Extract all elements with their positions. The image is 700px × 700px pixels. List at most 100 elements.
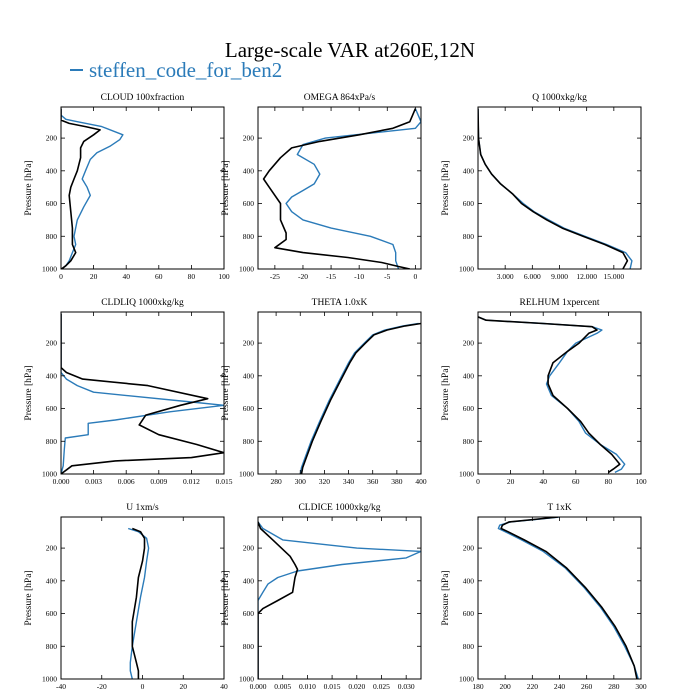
x-tick-label: 20 [180,682,188,691]
panel-title: T 1xK [547,503,572,513]
x-tick-label: 280 [270,477,282,486]
y-tick-label: 400 [46,371,58,380]
plot-frame [477,106,642,270]
x-tick-label: -5 [384,272,390,281]
reference-line [258,521,299,679]
figure-title: Large-scale VAR at260E,12N [224,38,476,62]
plot-frame [60,516,225,680]
x-tick-label: 340 [343,477,355,486]
y-tick-label: 1000 [239,470,254,479]
plot-frame [477,311,642,475]
y-tick-label: 600 [46,404,58,413]
x-tick-label: 60 [155,272,163,281]
plot-frame [477,516,642,680]
y-axis-label: Pressure [hPa] [24,365,34,420]
y-tick-label: 400 [243,371,255,380]
x-tick-label: 60 [572,477,580,486]
y-tick-label: 400 [46,166,58,175]
y-tick-label: 1000 [42,265,57,274]
y-tick-label: 800 [463,437,475,446]
reference-line [61,108,101,269]
plot-frame [60,311,225,475]
panel-2: OMEGA 864xPa/s Pressure [hPa] -25 -20 -15 -10… [221,93,422,281]
y-tick-label: 200 [243,544,255,553]
y-axis-label: Pressure [hPa] [221,365,231,420]
y-tick-label: 200 [243,339,255,348]
x-tick-label: -10 [354,272,364,281]
x-tick-label: 0.030 [398,682,415,691]
x-tick-label: 20 [90,272,98,281]
x-tick-label: 0.020 [348,682,365,691]
y-tick-label: 600 [243,404,255,413]
x-tick-label: 260 [581,682,593,691]
x-tick-label: 20 [507,477,515,486]
y-tick-label: 800 [463,642,475,651]
panel-title: CLDLIQ 1000xkg/kg [101,298,184,308]
panel-8: CLDICE 1000xkg/kg Pressure [hPa] 0.000 0.00… [221,503,422,691]
legend: steffen_code_for_ben2 [70,58,282,83]
x-tick-label: 0.010 [299,682,316,691]
plot-frame [257,311,422,475]
x-tick-label: 0 [141,682,145,691]
x-tick-label: -20 [97,682,107,691]
x-tick-label: 0.000 [250,682,267,691]
x-tick-label: 240 [554,682,566,691]
x-tick-label: 220 [527,682,539,691]
reference-line [500,517,638,679]
y-tick-label: 800 [46,437,58,446]
x-tick-label: 40 [122,272,130,281]
y-tick-label: 1000 [42,470,57,479]
run-line [127,527,150,679]
x-tick-label: 0 [476,477,480,486]
y-axis-label: Pressure [hPa] [441,160,451,215]
panel-title: RELHUM 1xpercent [520,298,600,308]
x-tick-label: 40 [220,682,228,691]
y-tick-label: 600 [463,404,475,413]
y-tick-label: 200 [243,134,255,143]
panel-title: CLDICE 1000xkg/kg [298,503,380,513]
panel-9: T 1xK Pressure [hPa] 180 200 220 240 260 280 300… [441,503,647,691]
run-line [478,316,626,474]
panel-1: CLOUD 100xfraction Pressure [hPa] 0 20 40 60 8… [24,92,230,281]
y-tick-label: 800 [46,642,58,651]
x-tick-label: 100 [635,477,647,486]
y-tick-label: 1000 [459,470,474,479]
plot-frame [257,516,422,680]
reference-line [262,108,417,269]
x-tick-label: 40 [539,477,547,486]
reference-line [300,322,421,474]
x-tick-label: 280 [608,682,620,691]
y-tick-label: 800 [243,232,255,241]
y-tick-label: 800 [243,437,255,446]
panel-title: Q 1000xkg/kg [532,93,587,103]
x-tick-label: 80 [605,477,613,486]
panel-title: OMEGA 864xPa/s [304,93,376,103]
y-tick-label: 400 [243,576,255,585]
run-line [497,517,639,679]
y-axis-label: Pressure [hPa] [221,570,231,625]
y-tick-label: 600 [463,199,475,208]
x-tick-label: 6.000 [524,272,541,281]
y-tick-label: 200 [463,134,475,143]
x-tick-label: 80 [188,272,196,281]
y-tick-label: 1000 [239,265,254,274]
x-tick-label: 12.000 [576,272,597,281]
y-axis-label: Pressure [hPa] [24,570,34,625]
x-tick-label: 180 [472,682,484,691]
panel-title: U 1xm/s [126,503,159,513]
run-line [299,322,419,474]
y-tick-label: 200 [46,134,58,143]
plot-frame [257,106,422,270]
y-tick-label: 800 [243,642,255,651]
reference-line [478,108,629,269]
y-axis-label: Pressure [hPa] [441,570,451,625]
y-axis-label: Pressure [hPa] [221,160,231,215]
x-tick-label: 200 [500,682,512,691]
y-tick-label: 400 [46,576,58,585]
x-tick-label: 0.015 [216,477,233,486]
reference-line [131,527,146,679]
reference-line [478,316,621,474]
run-line [258,521,421,679]
legend-line-swatch [70,69,83,72]
x-tick-label: 0.006 [118,477,135,486]
